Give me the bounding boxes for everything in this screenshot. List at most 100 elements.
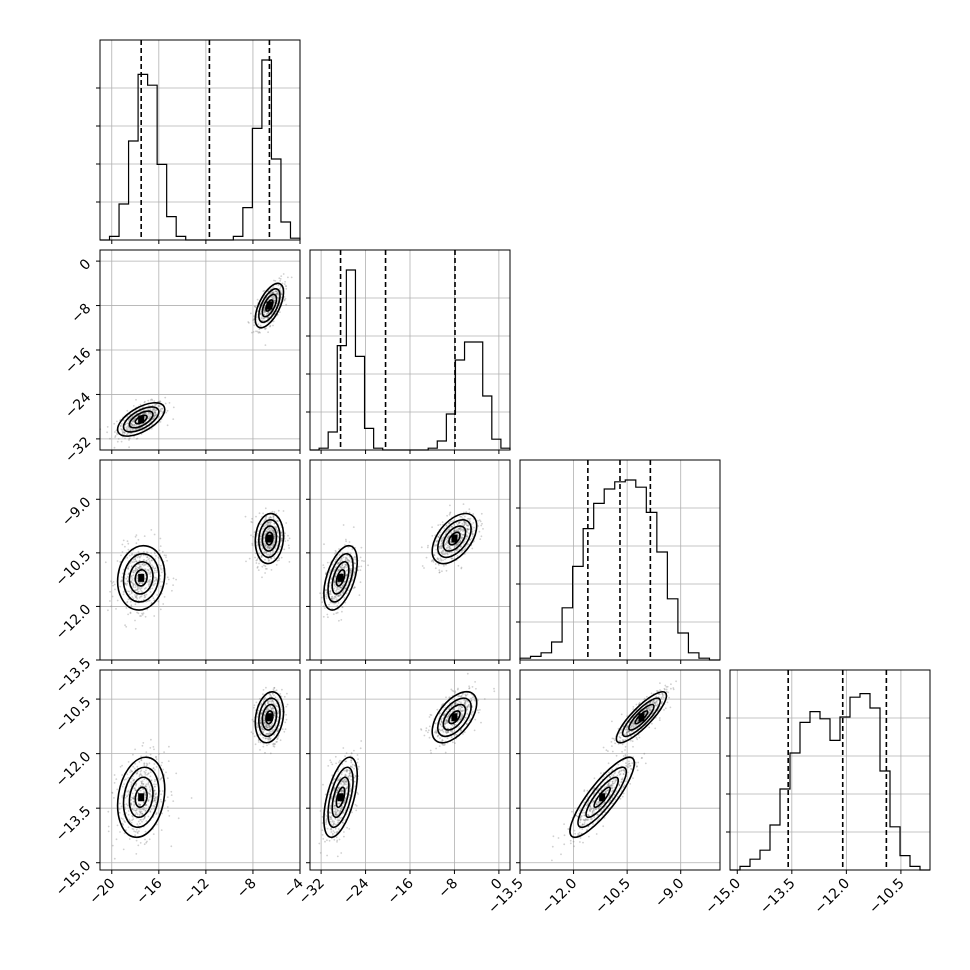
sample-point — [321, 829, 324, 832]
sample-point — [135, 828, 138, 831]
sample-point — [111, 791, 113, 794]
sample-point — [152, 417, 155, 420]
sample-point — [136, 574, 139, 577]
sample-point — [127, 542, 130, 545]
sample-point — [331, 763, 334, 766]
sample-point — [267, 521, 270, 524]
sample-point — [149, 591, 152, 593]
sample-point — [164, 396, 167, 399]
sample-point — [355, 809, 358, 812]
sample-point — [459, 530, 461, 533]
sample-point — [275, 290, 278, 293]
sample-point — [128, 427, 131, 429]
sample-point — [338, 838, 341, 841]
sample-point — [131, 424, 134, 426]
sample-point — [168, 402, 171, 404]
sample-point — [358, 594, 361, 596]
sample-point — [323, 543, 325, 546]
sample-point — [272, 295, 275, 298]
sample-point — [333, 807, 336, 809]
sample-point — [266, 316, 269, 319]
sample-point — [264, 519, 266, 521]
sample-point — [140, 595, 143, 598]
sample-point — [338, 811, 341, 814]
sample-point — [271, 544, 274, 547]
sample-point — [261, 317, 263, 319]
sample-point — [256, 565, 259, 568]
sample-point — [287, 276, 289, 279]
sample-point — [280, 532, 283, 535]
sample-point — [268, 546, 271, 548]
panel-3-0: −15.0−13.5−12.0−10.5−20 −16 −12 −8 −4 — [53, 669, 307, 908]
sample-point — [136, 577, 139, 580]
sample-point — [354, 562, 357, 565]
sample-point — [426, 546, 429, 549]
sample-point — [159, 408, 162, 410]
sample-point — [157, 600, 160, 603]
sample-point — [287, 539, 289, 542]
sample-point — [144, 596, 147, 598]
sample-point — [428, 736, 431, 739]
sample-point — [127, 432, 129, 435]
sample-point — [357, 793, 359, 795]
sample-point — [132, 583, 135, 586]
sample-point — [159, 537, 162, 540]
sample-point — [136, 568, 139, 571]
sample-point — [339, 759, 341, 762]
sample-point — [130, 604, 133, 607]
sample-point — [116, 420, 118, 423]
sample-point — [263, 307, 266, 309]
sample-point — [121, 822, 124, 825]
sample-point — [288, 547, 290, 549]
sample-point — [143, 843, 146, 846]
sample-point — [474, 681, 476, 683]
sample-point — [132, 828, 135, 831]
sample-point — [159, 778, 162, 781]
sample-point — [140, 590, 143, 592]
sample-point — [137, 555, 140, 557]
sample-point — [444, 558, 446, 561]
sample-point — [333, 587, 336, 590]
sample-point — [145, 807, 148, 810]
sample-point — [158, 580, 161, 583]
sample-point — [328, 572, 331, 574]
sample-point — [327, 765, 330, 767]
sample-point — [117, 438, 120, 440]
sample-point — [141, 563, 144, 566]
sample-point — [330, 595, 333, 598]
sample-point — [273, 743, 276, 746]
sample-point — [145, 785, 148, 788]
sample-point — [157, 404, 160, 407]
sample-point — [438, 571, 441, 574]
sample-point — [356, 761, 359, 764]
sample-point — [128, 429, 131, 431]
sample-point — [124, 437, 126, 440]
sample-point — [157, 556, 160, 559]
sample-point — [134, 565, 137, 568]
sample-point — [128, 418, 131, 420]
sample-point — [272, 291, 274, 294]
sample-point — [261, 319, 263, 322]
sample-point — [153, 414, 156, 417]
sample-point — [147, 570, 150, 572]
sample-point — [136, 574, 139, 577]
sample-point — [146, 773, 148, 776]
sample-point — [473, 526, 475, 529]
sample-point — [123, 432, 126, 435]
sample-point — [154, 778, 157, 781]
sample-point — [420, 546, 423, 549]
sample-point — [167, 760, 170, 762]
sample-point — [338, 548, 340, 550]
sample-point — [258, 698, 261, 700]
sample-point — [264, 550, 266, 553]
sample-point — [338, 581, 341, 584]
sample-point — [273, 540, 275, 543]
sample-point — [346, 558, 349, 561]
sample-point — [255, 540, 258, 543]
sample-point — [338, 819, 341, 822]
sample-point — [134, 583, 136, 586]
sample-point — [280, 706, 283, 708]
sample-point — [259, 741, 262, 744]
sample-point — [149, 575, 152, 578]
sample-point — [336, 855, 339, 858]
